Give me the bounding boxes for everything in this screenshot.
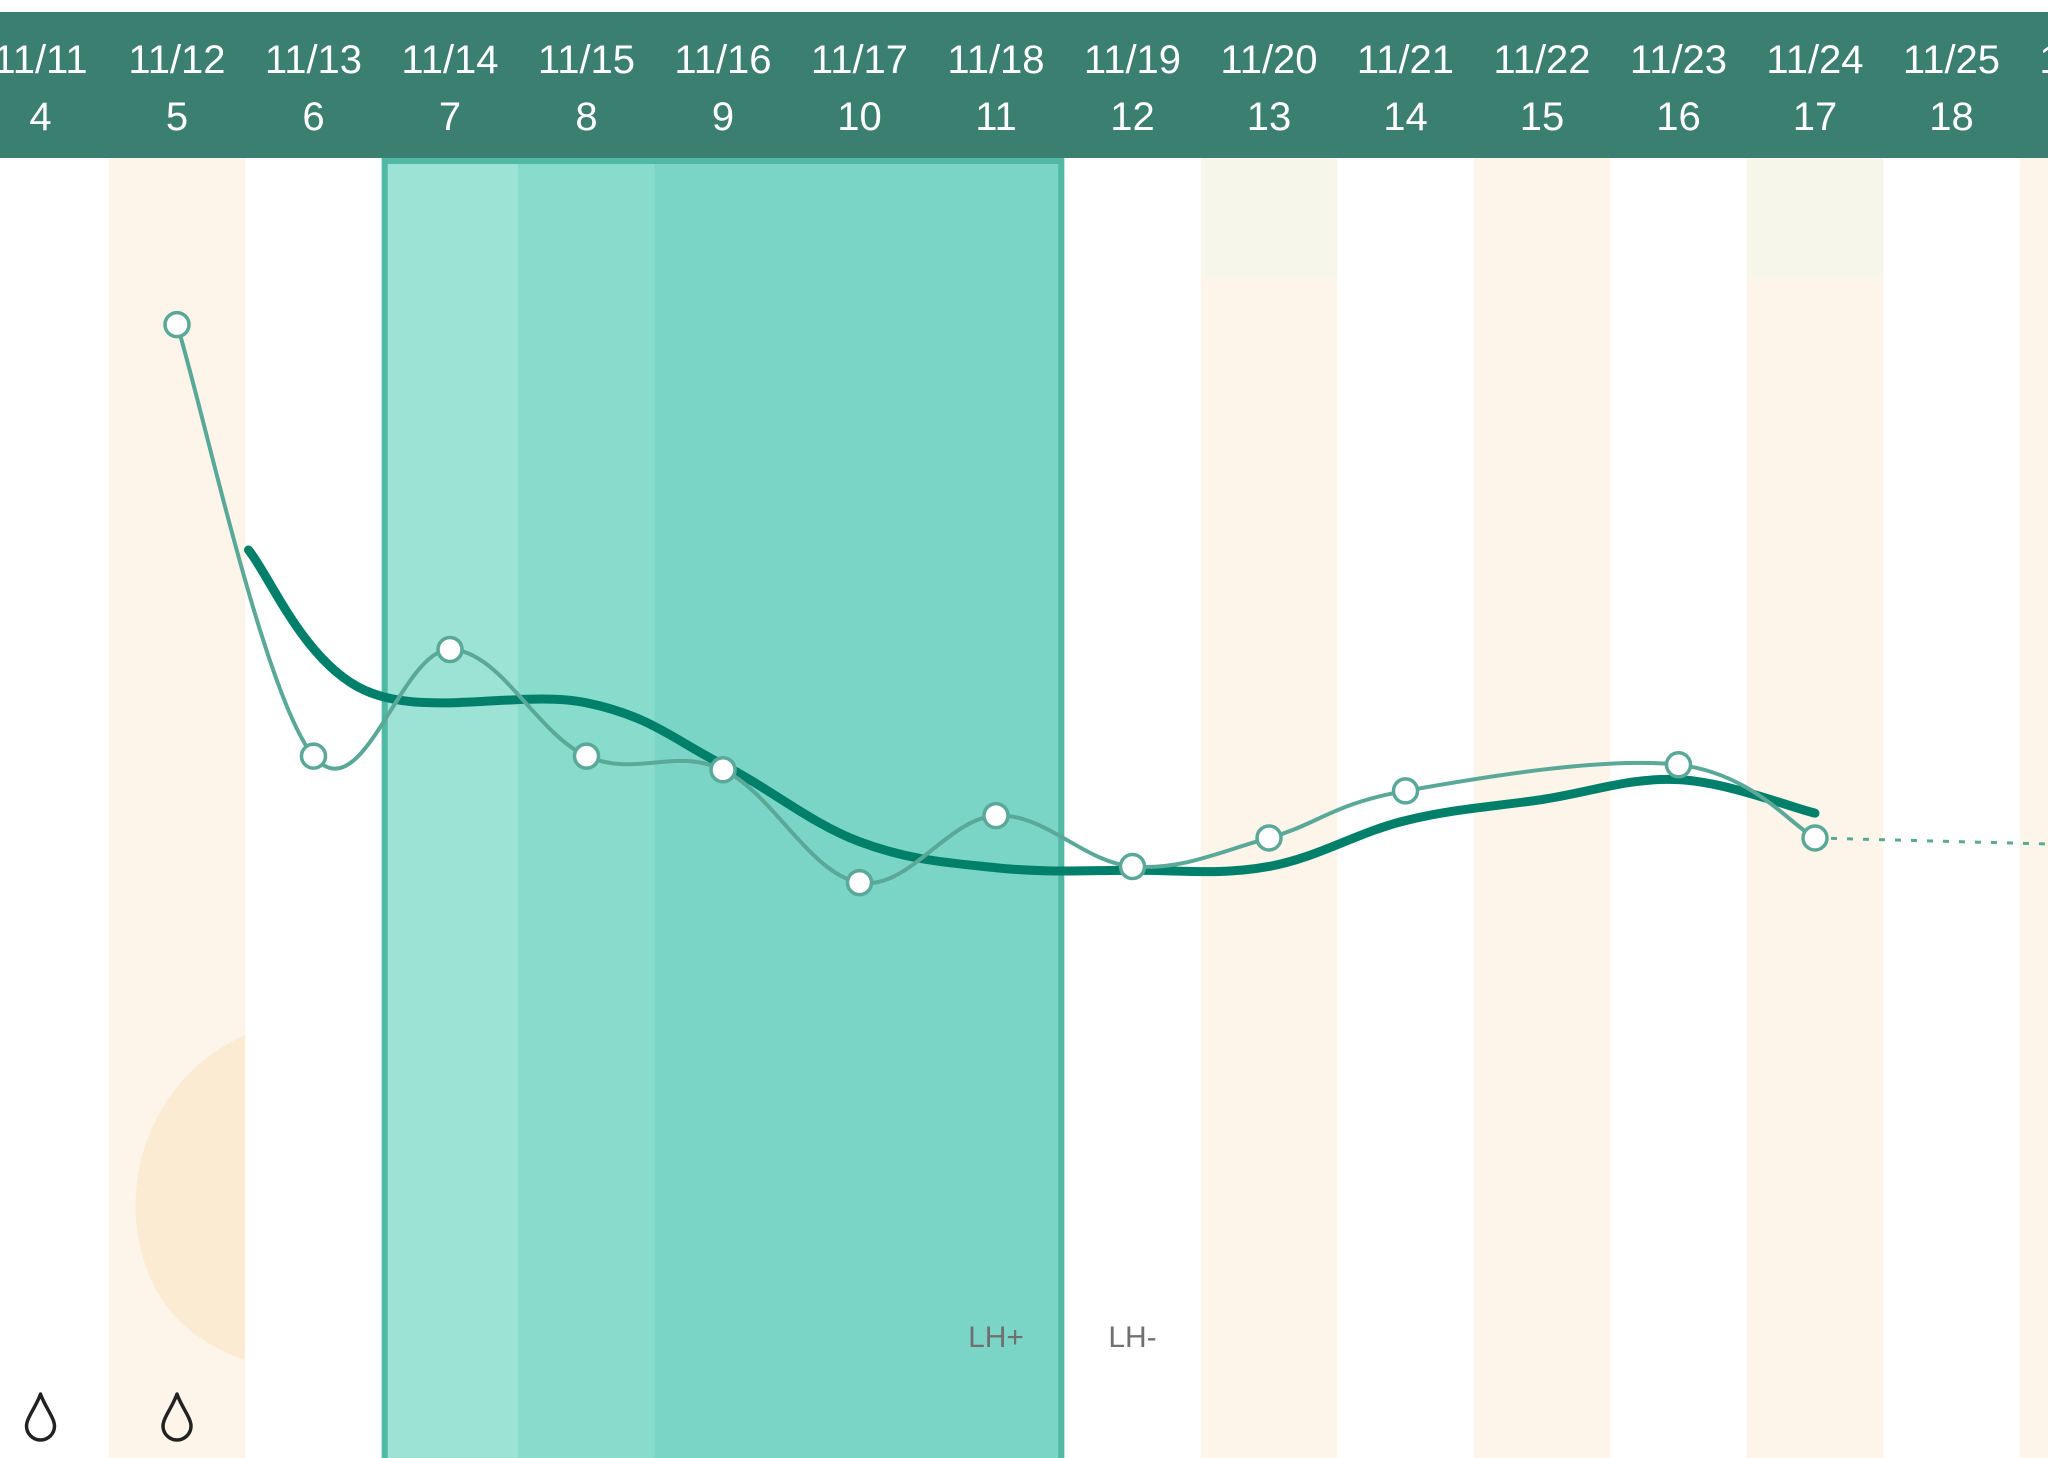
cycle-day-label: 12 xyxy=(1110,95,1155,139)
date-label: 11/16 xyxy=(674,38,771,82)
lh-test-label: LH+ xyxy=(968,1321,1024,1354)
cycle-day-label: 10 xyxy=(837,95,882,139)
date-label: 11/22 xyxy=(1493,38,1590,82)
cycle-day-label: 11 xyxy=(975,95,1017,139)
cycle-day-label: 17 xyxy=(1793,95,1838,139)
cycle-day-label: 14 xyxy=(1383,95,1428,139)
date-label: 11/11 xyxy=(0,38,88,82)
temperature-point[interactable] xyxy=(1255,824,1283,852)
temperature-point[interactable] xyxy=(1664,751,1693,779)
trend-line xyxy=(244,545,1820,877)
cycle-day-label: 5 xyxy=(166,95,188,139)
date-header: 11/11 4 11/12 5 11/13 6 11/14 7 11/15 8 11/16 9 11/1… xyxy=(0,12,2048,158)
temperature-point[interactable] xyxy=(982,801,1010,830)
fertile-day-mid xyxy=(518,158,655,1458)
date-label: 11/20 xyxy=(1220,38,1317,82)
temperature-point[interactable] xyxy=(299,742,328,770)
date-label: 11/25 xyxy=(1903,38,2000,82)
day-stripe-top xyxy=(1200,158,1338,278)
drop-outline-icon xyxy=(24,1392,57,1442)
date-label: 11/24 xyxy=(1766,38,1863,82)
date-label: 11/15 xyxy=(538,38,635,82)
lh-test-label: LH- xyxy=(1108,1321,1156,1354)
date-label: 11/14 xyxy=(401,38,498,82)
temperature-point[interactable] xyxy=(163,310,191,339)
fertile-window-border xyxy=(381,158,1065,1458)
temperature-point[interactable] xyxy=(845,868,874,897)
temperature-point[interactable] xyxy=(436,635,464,664)
temperature-point[interactable] xyxy=(572,742,601,770)
date-label: 11/18 xyxy=(947,38,1044,82)
projection-line xyxy=(1814,836,2048,846)
fertile-window[interactable] xyxy=(381,158,1065,1458)
cycle-day-label: 8 xyxy=(575,95,597,139)
date-label: 11/13 xyxy=(265,38,362,82)
date-label: 11/19 xyxy=(1084,38,1181,82)
cycle-day-label: 15 xyxy=(1520,95,1565,139)
temperature-point[interactable] xyxy=(709,756,737,784)
drop-outline-icon xyxy=(161,1392,193,1442)
cycle-day-label: 7 xyxy=(439,95,461,139)
cycle-day-label: 13 xyxy=(1247,95,1292,139)
day-stripe xyxy=(1746,158,1884,1458)
bottom-markers: LH+ LH- xyxy=(24,1321,1157,1442)
date-label: 11/26 xyxy=(2039,38,2048,82)
temperature-point[interactable] xyxy=(1391,777,1420,805)
day-stripe xyxy=(2019,158,2048,1458)
date-label: 11/23 xyxy=(1630,38,1727,82)
temperature-point[interactable] xyxy=(1118,852,1147,881)
header-bar xyxy=(0,12,2048,158)
day-stripe xyxy=(1200,158,1338,1458)
date-label: 11/17 xyxy=(811,38,908,82)
cycle-day-label: 6 xyxy=(302,95,324,139)
date-label: 11/12 xyxy=(128,38,225,82)
cycle-day-label: 9 xyxy=(712,95,734,139)
cycle-day-label: 16 xyxy=(1656,95,1701,139)
date-label: 11/21 xyxy=(1357,38,1454,82)
period-blob xyxy=(135,1035,245,1360)
fertile-day-light xyxy=(381,158,519,1458)
cycle-day-label: 18 xyxy=(1929,95,1974,139)
cycle-day-label: 4 xyxy=(29,95,51,139)
day-stripe-top xyxy=(1746,158,1884,278)
temperature-point[interactable] xyxy=(1801,824,1829,852)
points-layer xyxy=(163,310,1829,897)
